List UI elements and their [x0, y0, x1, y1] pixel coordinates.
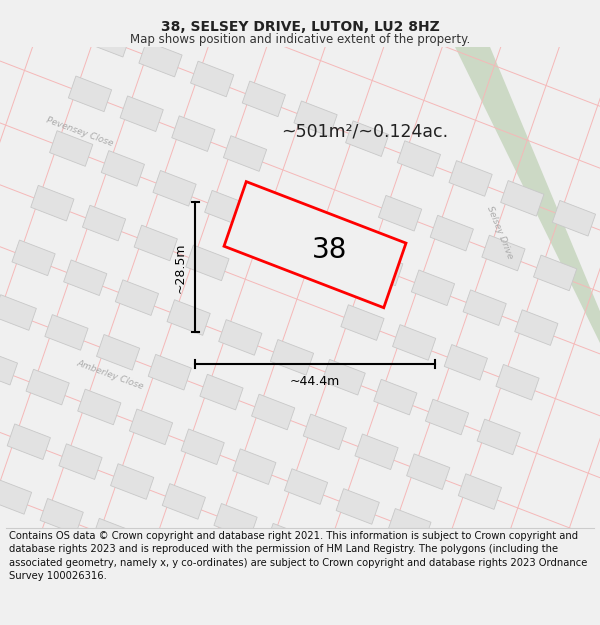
Polygon shape	[97, 334, 140, 370]
Polygon shape	[496, 364, 539, 400]
Polygon shape	[359, 250, 403, 286]
Polygon shape	[143, 538, 187, 574]
Polygon shape	[379, 196, 422, 231]
Polygon shape	[7, 424, 50, 459]
Polygon shape	[233, 449, 276, 484]
Polygon shape	[374, 379, 417, 415]
Polygon shape	[148, 354, 191, 390]
Text: Amberley Close: Amberley Close	[75, 359, 145, 391]
Polygon shape	[214, 504, 257, 539]
Text: Selsey Drive: Selsey Drive	[485, 204, 515, 260]
Polygon shape	[26, 369, 69, 405]
Polygon shape	[463, 290, 506, 326]
Polygon shape	[553, 201, 596, 236]
Polygon shape	[181, 429, 224, 464]
Polygon shape	[172, 116, 215, 151]
Polygon shape	[12, 240, 55, 276]
Polygon shape	[200, 374, 243, 410]
Polygon shape	[218, 319, 262, 355]
Polygon shape	[223, 136, 266, 171]
Polygon shape	[251, 394, 295, 430]
Text: ~28.5m: ~28.5m	[174, 242, 187, 292]
Text: Contains OS data © Crown copyright and database right 2021. This information is : Contains OS data © Crown copyright and d…	[9, 531, 587, 581]
Polygon shape	[430, 215, 473, 251]
Polygon shape	[242, 81, 286, 117]
Polygon shape	[425, 399, 469, 435]
Polygon shape	[134, 225, 178, 261]
Polygon shape	[458, 474, 502, 509]
Polygon shape	[533, 255, 577, 291]
Polygon shape	[439, 528, 483, 564]
Polygon shape	[77, 389, 121, 425]
Polygon shape	[82, 205, 125, 241]
Text: Pevensey Close: Pevensey Close	[46, 115, 115, 148]
Polygon shape	[50, 131, 93, 166]
Polygon shape	[515, 310, 558, 346]
Polygon shape	[186, 245, 229, 281]
Polygon shape	[444, 344, 487, 380]
Polygon shape	[392, 324, 436, 360]
Polygon shape	[388, 509, 431, 544]
Polygon shape	[224, 182, 406, 308]
Polygon shape	[59, 444, 102, 479]
Text: ~501m²/~0.124ac.: ~501m²/~0.124ac.	[281, 122, 449, 141]
Polygon shape	[162, 484, 205, 519]
Polygon shape	[87, 21, 130, 57]
Polygon shape	[64, 260, 107, 296]
Polygon shape	[120, 96, 163, 131]
Polygon shape	[412, 270, 455, 306]
Polygon shape	[40, 499, 83, 534]
Polygon shape	[153, 171, 196, 206]
Polygon shape	[167, 300, 210, 336]
Polygon shape	[455, 47, 600, 343]
Polygon shape	[115, 280, 158, 316]
Polygon shape	[341, 305, 384, 341]
Polygon shape	[0, 349, 17, 385]
Polygon shape	[449, 161, 492, 196]
Text: 38, SELSEY DRIVE, LUTON, LU2 8HZ: 38, SELSEY DRIVE, LUTON, LU2 8HZ	[161, 20, 439, 34]
Polygon shape	[336, 489, 379, 524]
Polygon shape	[31, 186, 74, 221]
Polygon shape	[0, 479, 32, 514]
Text: Map shows position and indicative extent of the property.: Map shows position and indicative extent…	[130, 33, 470, 46]
Text: 38: 38	[313, 236, 347, 264]
Polygon shape	[139, 41, 182, 77]
Text: ~44.4m: ~44.4m	[290, 375, 340, 388]
Polygon shape	[284, 469, 328, 504]
Polygon shape	[205, 191, 248, 226]
Polygon shape	[266, 523, 309, 559]
Polygon shape	[407, 454, 450, 489]
Polygon shape	[322, 359, 365, 395]
Polygon shape	[68, 76, 112, 112]
Polygon shape	[45, 314, 88, 350]
Polygon shape	[0, 295, 37, 330]
Polygon shape	[477, 419, 520, 455]
Polygon shape	[130, 409, 173, 444]
Polygon shape	[482, 235, 525, 271]
Polygon shape	[110, 464, 154, 499]
Polygon shape	[271, 339, 314, 375]
Polygon shape	[303, 414, 346, 450]
Polygon shape	[294, 101, 337, 137]
Polygon shape	[101, 151, 145, 186]
Polygon shape	[92, 518, 135, 554]
Polygon shape	[397, 141, 440, 176]
Polygon shape	[191, 61, 234, 97]
Polygon shape	[355, 434, 398, 469]
Polygon shape	[500, 181, 544, 216]
Polygon shape	[346, 121, 389, 156]
